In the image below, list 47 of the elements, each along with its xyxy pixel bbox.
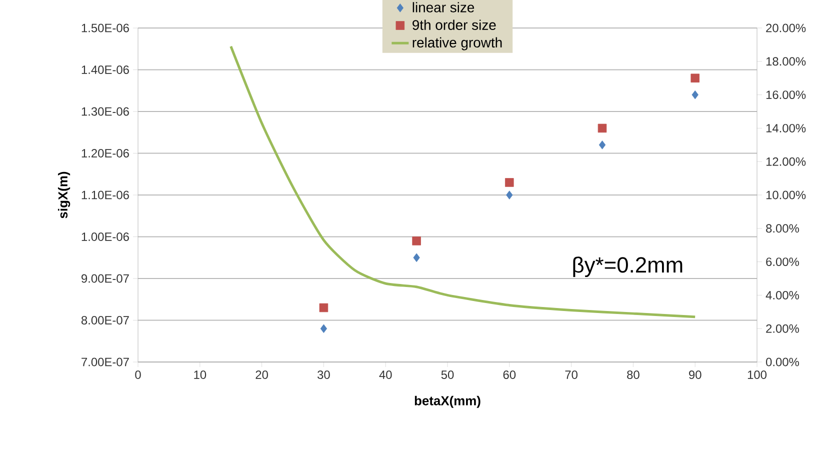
- x-tick-label: 70: [565, 370, 578, 379]
- y2-tick-label: 18.00%: [766, 57, 806, 66]
- point: [598, 124, 607, 133]
- y2-tick-label: 8.00%: [766, 224, 799, 233]
- legend-label: linear size: [412, 2, 474, 12]
- point: [505, 178, 514, 187]
- y-tick-label: 1.50E-06: [82, 24, 129, 32]
- y2-tick-label: 4.00%: [766, 290, 799, 300]
- x-tick-label: 100: [748, 370, 767, 379]
- x-tick-label: 10: [194, 370, 206, 379]
- y-tick-label: 1.20E-06: [82, 149, 129, 158]
- legend-label: 9th order size: [412, 20, 496, 30]
- point: [320, 324, 328, 333]
- y-tick-label: 7.00E-07: [82, 358, 129, 366]
- x-tick-label: 60: [503, 370, 516, 379]
- point: [413, 253, 420, 262]
- y2-tick-label: 12.00%: [766, 157, 806, 166]
- x-tick-label: 90: [689, 370, 702, 379]
- y2-tick-label: 16.00%: [766, 90, 806, 100]
- point: [319, 303, 328, 312]
- x-tick-label: 40: [379, 370, 392, 379]
- x-tick-label: 20: [256, 370, 268, 379]
- y-tick-label: 1.40E-06: [82, 66, 129, 74]
- x-axis-title: betaX(mm): [414, 396, 480, 408]
- y2-tick-label: 2.00%: [766, 324, 799, 333]
- x-tick-label: 80: [627, 370, 640, 379]
- annotation: βy*=0.2mm: [573, 256, 682, 278]
- y-tick-label: 8.00E-07: [81, 316, 129, 324]
- y-tick-label: 9.00E-07: [82, 274, 129, 283]
- point: [690, 74, 700, 82]
- point: [692, 90, 698, 100]
- y-tick-label: 1.10E-06: [82, 190, 129, 200]
- point: [412, 236, 421, 246]
- y2-tick-label: 20.00%: [766, 24, 806, 32]
- y2-tick-label: 6.00%: [766, 258, 799, 266]
- legend-label: relative growth: [412, 37, 502, 50]
- y-axis-title: sigX(m): [58, 172, 70, 218]
- point: [506, 190, 513, 200]
- x-tick-label: 30: [318, 370, 330, 379]
- y2-tick-label: 10.00%: [766, 190, 806, 200]
- y2-tick-label: 0.00%: [766, 358, 799, 366]
- y2-tick-label: 14.00%: [766, 124, 806, 132]
- point: [598, 140, 606, 150]
- x-tick-label: 50: [441, 370, 454, 379]
- y-tick-label: 1.00E-06: [82, 232, 129, 241]
- x-tick-label: 0: [135, 370, 141, 379]
- y-tick-label: 1.30E-06: [82, 107, 129, 116]
